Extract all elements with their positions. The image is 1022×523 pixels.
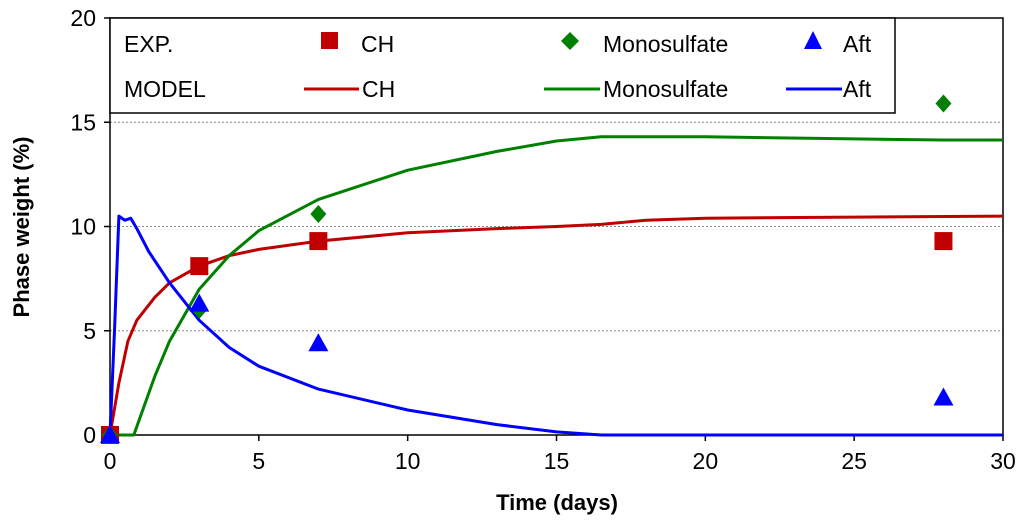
x-tick-label: 0 bbox=[104, 448, 117, 474]
legend-box bbox=[109, 17, 896, 114]
y-tick-label: 0 bbox=[83, 422, 96, 448]
model-line-monosulfate bbox=[110, 135, 1003, 437]
exp-point-aft bbox=[933, 387, 954, 406]
y-tick-label: 20 bbox=[70, 5, 96, 31]
experimental-points bbox=[100, 94, 954, 444]
x-tick-label: 5 bbox=[252, 448, 265, 474]
x-tick-label: 30 bbox=[990, 448, 1016, 474]
legend-aft-exp-label: Aft bbox=[843, 31, 872, 57]
x-axis-title: Time (days) bbox=[496, 490, 618, 515]
x-tick-label: 25 bbox=[841, 448, 867, 474]
legend-ch-marker bbox=[321, 32, 338, 49]
x-tick-label: 20 bbox=[693, 448, 719, 474]
model-line-aft bbox=[108, 214, 1003, 437]
y-axis-title: Phase weight (%) bbox=[9, 137, 34, 318]
legend-aft-model-label: Aft bbox=[843, 76, 872, 102]
legend: EXP. MODEL CH CH Monosulfate Monosulfate… bbox=[109, 17, 896, 114]
y-tick-label: 10 bbox=[70, 214, 96, 240]
model-series bbox=[108, 135, 1004, 437]
exp-point-aft bbox=[189, 293, 210, 312]
exp-point-ch bbox=[309, 232, 328, 251]
legend-ch-exp-label: CH bbox=[361, 31, 394, 57]
legend-monosulfate-marker bbox=[561, 32, 579, 50]
model-line-ch bbox=[108, 214, 1004, 436]
axes: 0 5 10 15 20 0 5 10 15 20 25 30 bbox=[70, 5, 1015, 474]
x-tick-label: 15 bbox=[544, 448, 570, 474]
exp-point-monosulfate bbox=[310, 204, 327, 223]
y-tick-label: 5 bbox=[83, 318, 96, 344]
legend-model-label: MODEL bbox=[124, 76, 206, 102]
y-tick-label: 15 bbox=[70, 109, 96, 135]
legend-monosulfate-model-label: Monosulfate bbox=[603, 76, 728, 102]
legend-aft-marker bbox=[804, 31, 822, 49]
exp-point-aft bbox=[308, 333, 329, 352]
exp-point-ch bbox=[934, 232, 953, 251]
exp-point-monosulfate bbox=[935, 94, 952, 113]
gridlines bbox=[110, 121, 1003, 332]
legend-ch-model-label: CH bbox=[362, 76, 395, 102]
exp-point-aft bbox=[100, 425, 120, 443]
exp-point-ch bbox=[190, 257, 209, 276]
legend-exp-label: EXP. bbox=[124, 31, 173, 57]
legend-monosulfate-exp-label: Monosulfate bbox=[603, 31, 728, 57]
x-tick-label: 10 bbox=[395, 448, 421, 474]
